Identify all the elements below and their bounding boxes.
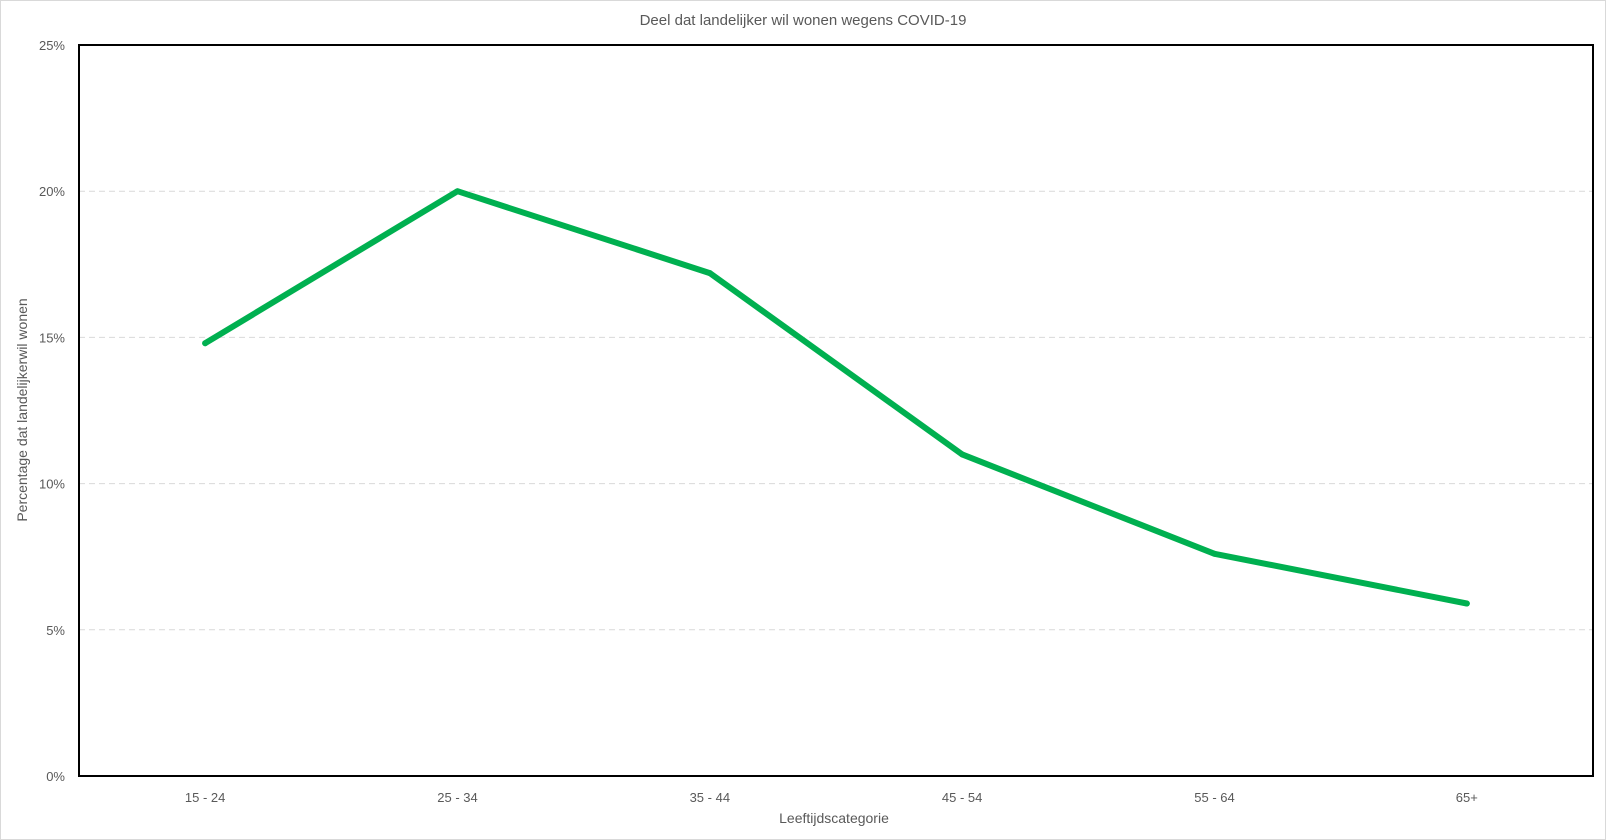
y-tick-label: 0% (46, 769, 65, 784)
y-axis-title: Percentage dat landelijkerwil wonen (14, 298, 30, 521)
x-axis-title: Leeftijdscategorie (779, 810, 889, 826)
chart-title: Deel dat landelijker wil wonen wegens CO… (640, 12, 967, 29)
x-tick-label: 55 - 64 (1194, 790, 1234, 805)
series-layer (202, 188, 1470, 607)
y-tick-label: 15% (39, 330, 65, 345)
data-point (1211, 550, 1218, 557)
x-tick-label: 65+ (1456, 790, 1478, 805)
x-tick-label: 25 - 34 (437, 790, 477, 805)
y-tick-label: 5% (46, 623, 65, 638)
y-tick-label: 10% (39, 477, 65, 492)
data-point (959, 451, 966, 458)
data-point (454, 188, 461, 195)
series-line (202, 188, 1470, 607)
x-tick-label: 45 - 54 (942, 790, 982, 805)
x-axis-ticks: 15 - 24 25 - 34 35 - 44 45 - 54 55 - 64 65+ (185, 790, 1478, 805)
data-point (202, 340, 209, 347)
y-axis-ticks: 0% 5% 10% 15% 20% 25% (39, 38, 65, 784)
y-tick-label: 25% (39, 38, 65, 53)
y-tick-label: 20% (39, 184, 65, 199)
data-point (706, 270, 713, 277)
plot-area-border (78, 44, 1594, 777)
x-tick-label: 15 - 24 (185, 790, 225, 805)
data-point (1463, 600, 1470, 607)
gridlines (79, 190, 1593, 631)
x-tick-label: 35 - 44 (690, 790, 730, 805)
